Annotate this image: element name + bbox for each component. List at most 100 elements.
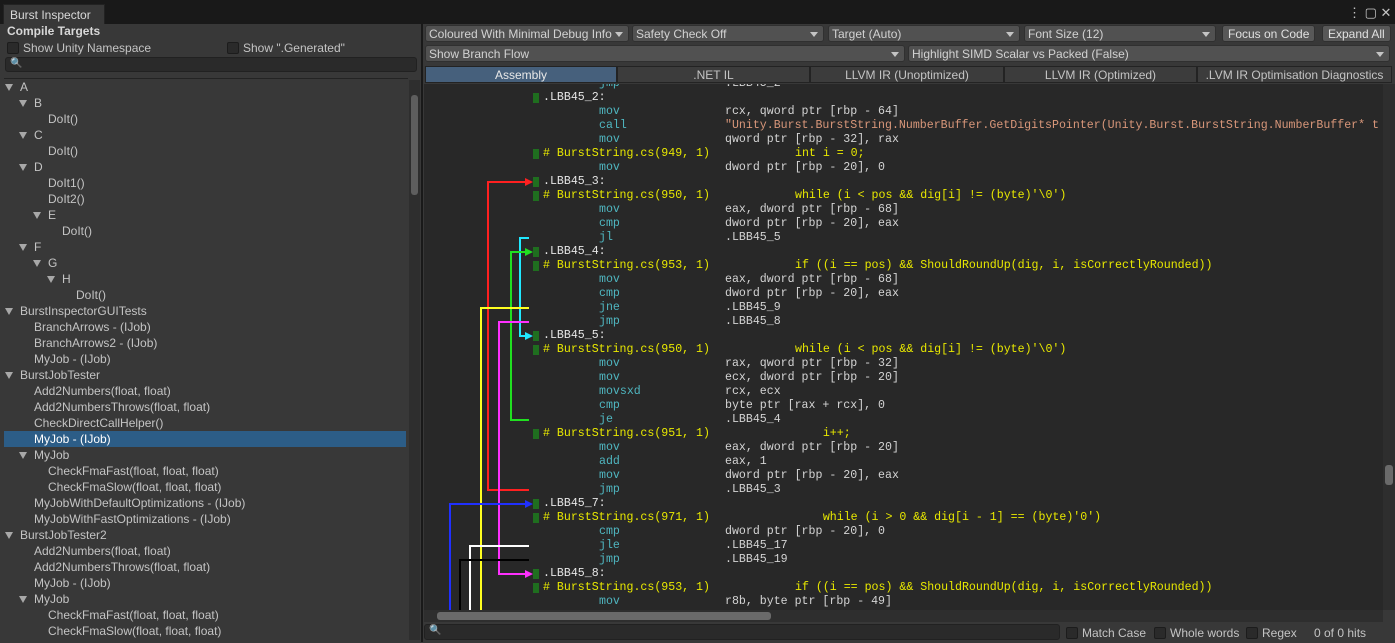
tree-item[interactable]: MyJob <box>4 591 406 607</box>
tree-item-label[interactable]: CheckFmaSlow(float, float, float) <box>48 480 222 494</box>
tree-item-label[interactable]: BurstJobTester <box>20 368 101 382</box>
tree-item[interactable]: MyJob - (IJob) <box>4 431 406 447</box>
tree-item[interactable]: Add2NumbersThrows(float, float) <box>4 399 406 415</box>
tree-item-label[interactable]: Add2Numbers(float, float) <box>34 544 171 558</box>
checkbox[interactable] <box>7 42 19 54</box>
view-tab[interactable]: LLVM IR (Unoptimized) <box>810 66 1004 83</box>
expand-arrow[interactable] <box>19 452 27 459</box>
tree-item[interactable]: B <box>4 95 406 111</box>
code-vscrollbar[interactable] <box>1383 84 1395 610</box>
tree-item-label[interactable]: BurstJobTester2 <box>20 528 107 542</box>
dropdown[interactable]: Safety Check Off <box>632 25 824 42</box>
tree-item[interactable]: C <box>4 127 406 143</box>
tree-item[interactable]: DoIt1() <box>4 175 406 191</box>
tree-item-label[interactable]: CheckFmaFast(float, float, float) <box>48 608 219 622</box>
tree-item-label[interactable]: A <box>20 80 29 94</box>
tree-item-label[interactable]: F <box>34 240 42 254</box>
tree-item[interactable]: DoIt() <box>4 143 406 159</box>
code-hscroll-thumb[interactable] <box>437 612 771 620</box>
code-hscrollbar[interactable] <box>424 610 1383 622</box>
tree-item-label[interactable]: MyJobWithFastOptimizations - (IJob) <box>34 512 231 526</box>
tree-item[interactable]: DoIt() <box>4 223 406 239</box>
tree-item[interactable]: MyJob <box>4 447 406 463</box>
checkbox-label[interactable]: Show Unity Namespace <box>23 41 152 55</box>
code-vscroll-thumb[interactable] <box>1385 465 1393 485</box>
expand-arrow[interactable] <box>5 532 13 539</box>
tree-item-label[interactable]: DoIt() <box>48 112 78 126</box>
tree-item[interactable]: CheckFmaFast(float, float, float) <box>4 607 406 623</box>
tree-item[interactable]: MyJob - (IJob) <box>4 351 406 367</box>
tree-item-label[interactable]: CheckDirectCallHelper() <box>34 416 164 430</box>
tree-item[interactable]: BurstJobTester2 <box>4 527 406 543</box>
tree-item-label[interactable]: Add2Numbers(float, float) <box>34 384 171 398</box>
tree-search-field[interactable]: 🔍 <box>5 57 417 72</box>
tree-item[interactable]: E <box>4 207 406 223</box>
dropdown[interactable]: Coloured With Minimal Debug Info <box>425 25 629 42</box>
tree-item-label[interactable]: MyJob - (IJob) <box>34 352 111 366</box>
tree-item-label[interactable]: DoIt2() <box>48 192 85 206</box>
tree-item-label[interactable]: E <box>48 208 57 222</box>
expand-arrow[interactable] <box>5 84 13 91</box>
tree-item-label[interactable]: MyJob - (IJob) <box>34 576 111 590</box>
view-tab[interactable]: Assembly <box>425 66 617 83</box>
button[interactable]: Expand All <box>1322 25 1391 42</box>
view-tab[interactable]: LLVM IR (Optimized) <box>1004 66 1197 83</box>
checkbox[interactable] <box>1154 627 1166 639</box>
checkbox[interactable] <box>1066 627 1078 639</box>
tree-item-label[interactable]: DoIt() <box>76 288 106 302</box>
expand-arrow[interactable] <box>19 100 27 107</box>
tree-item-label[interactable]: B <box>34 96 43 110</box>
window-tab[interactable]: Burst Inspector <box>3 4 105 24</box>
tree-item[interactable]: DoIt() <box>4 111 406 127</box>
tree-item-label[interactable]: C <box>34 128 43 142</box>
expand-arrow[interactable] <box>5 372 13 379</box>
tree-item-label[interactable]: BurstInspectorGUITests <box>20 304 147 318</box>
view-tab[interactable]: .LVM IR Optimisation Diagnostics <box>1197 66 1392 83</box>
tree-item[interactable]: MyJob - (IJob) <box>4 575 406 591</box>
tree-item[interactable]: Add2NumbersThrows(float, float) <box>4 559 406 575</box>
tree-item-label[interactable]: MyJob <box>34 448 70 462</box>
expand-arrow[interactable] <box>19 164 27 171</box>
tree-item-label[interactable]: D <box>34 160 43 174</box>
tree-item[interactable]: CheckFmaFast(float, float, float) <box>4 463 406 479</box>
tree-item-label[interactable]: Add2NumbersThrows(float, float) <box>34 560 211 574</box>
tree-item-label[interactable]: MyJob <box>34 592 70 606</box>
dropdown[interactable]: Highlight SIMD Scalar vs Packed (False) <box>908 45 1390 62</box>
tree-scrollbar[interactable] <box>409 80 420 640</box>
tree-item-label[interactable]: CheckFmaSlow(float, float, float) <box>48 624 222 638</box>
tree-item-label[interactable]: MyJobWithDefaultOptimizations - (IJob) <box>34 496 246 510</box>
code-search-field[interactable]: 🔍 <box>424 624 1060 640</box>
dropdown[interactable]: Show Branch Flow <box>425 45 905 62</box>
tree-item[interactable]: BurstInspectorGUITests <box>4 303 406 319</box>
tree-item[interactable]: DoIt() <box>4 287 406 303</box>
checkbox-label[interactable]: Match Case <box>1082 626 1147 640</box>
tree-item[interactable]: BranchArrows2 - (IJob) <box>4 335 406 351</box>
expand-arrow[interactable] <box>47 276 55 283</box>
tree-item[interactable]: G <box>4 255 406 271</box>
tree-item-label[interactable]: MyJob - (IJob) <box>34 432 111 446</box>
tree-item[interactable]: H <box>4 271 406 287</box>
tree-item[interactable]: BranchArrows - (IJob) <box>4 319 406 335</box>
tree-item-label[interactable]: Add2NumbersThrows(float, float) <box>34 400 211 414</box>
tree-item[interactable]: D <box>4 159 406 175</box>
tree-item[interactable]: F <box>4 239 406 255</box>
tree-item-label[interactable]: BranchArrows2 - (IJob) <box>34 336 158 350</box>
view-tab[interactable]: .NET IL <box>617 66 810 83</box>
checkbox-label[interactable]: Show ".Generated" <box>243 41 345 55</box>
tree-item[interactable]: DoIt2() <box>4 191 406 207</box>
window-menu-icons[interactable]: ⋮ ▢ ✕ <box>1348 5 1392 20</box>
tree-item[interactable]: Add2Numbers(float, float) <box>4 543 406 559</box>
tree-item-label[interactable]: BranchArrows - (IJob) <box>34 320 151 334</box>
tree-item-label[interactable]: DoIt() <box>48 144 78 158</box>
tree-item[interactable]: BurstJobTester <box>4 367 406 383</box>
expand-arrow[interactable] <box>33 212 41 219</box>
tree-item[interactable]: CheckFmaSlow(float, float, float) <box>4 623 406 639</box>
tree-item[interactable]: A <box>4 79 406 95</box>
dropdown[interactable]: Font Size (12) <box>1024 25 1216 42</box>
splitter[interactable] <box>421 24 423 642</box>
checkbox-label[interactable]: Whole words <box>1170 626 1240 640</box>
expand-arrow[interactable] <box>19 596 27 603</box>
tree-item[interactable]: Add2Numbers(float, float) <box>4 383 406 399</box>
tree-item[interactable]: CheckFmaSlow(float, float, float) <box>4 479 406 495</box>
expand-arrow[interactable] <box>19 132 27 139</box>
